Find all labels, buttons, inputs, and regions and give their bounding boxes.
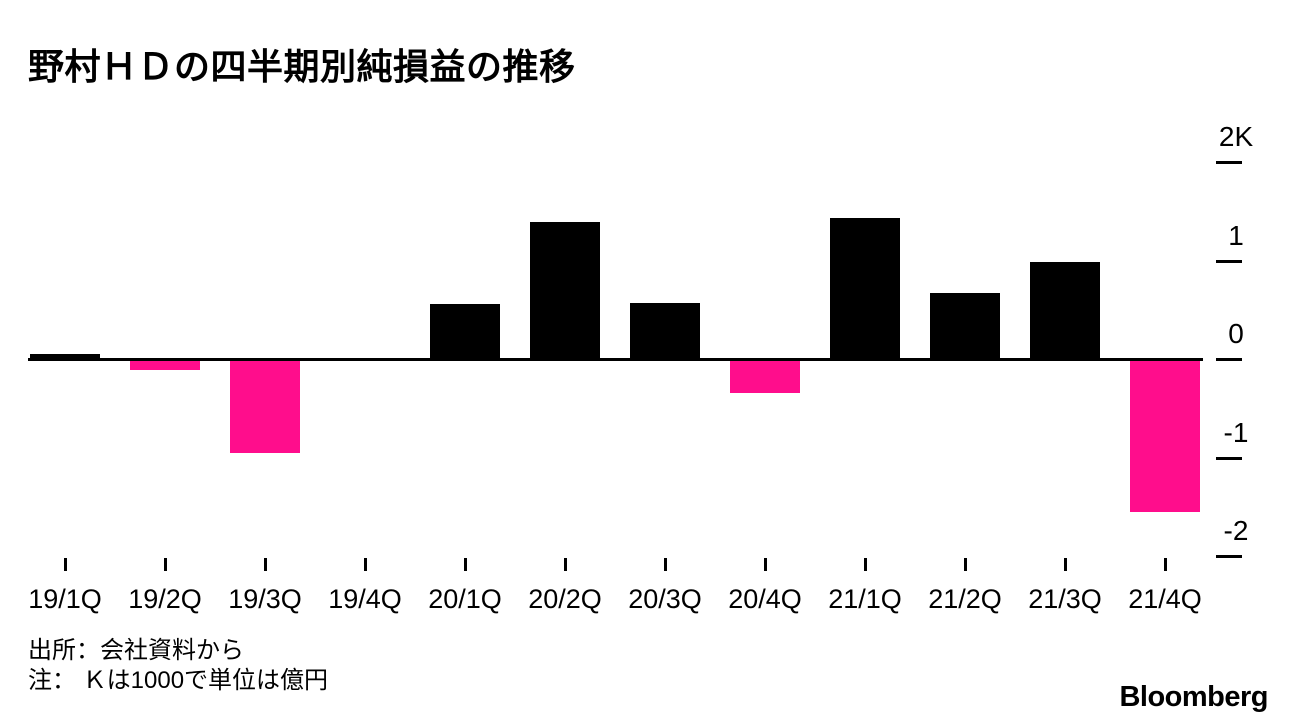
x-axis-label: 20/3Q — [628, 584, 702, 614]
x-axis-tick — [664, 558, 667, 571]
x-axis-tick — [1064, 558, 1067, 571]
x-axis-tick — [264, 558, 267, 571]
x-axis-label: 19/3Q — [228, 584, 302, 614]
x-axis-label: 21/3Q — [1028, 584, 1102, 614]
x-axis-tick — [164, 558, 167, 571]
bar-20-3q — [630, 303, 700, 359]
zero-axis-line — [28, 358, 1203, 361]
y-axis-tick — [1216, 161, 1242, 164]
x-axis-label: 21/2Q — [928, 584, 1002, 614]
bar-21-3q — [1030, 262, 1100, 359]
x-axis-label: 19/4Q — [328, 584, 402, 614]
x-axis-tick — [64, 558, 67, 571]
bar-21-2q — [930, 293, 1000, 359]
x-axis-label: 21/4Q — [1128, 584, 1202, 614]
x-axis-label: 21/1Q — [828, 584, 902, 614]
source-text: 出所：会社資料から — [28, 637, 244, 664]
bar-20-4q — [730, 359, 800, 393]
note-text: 注： Ｋは1000で単位は億円 — [28, 667, 329, 694]
y-axis-tick-label: 1 — [1228, 220, 1244, 251]
chart-title: 野村ＨＤの四半期別純損益の推移 — [28, 46, 576, 87]
x-axis-label: 19/2Q — [128, 584, 202, 614]
chart-footer: 出所：会社資料から 注： Ｋは1000で単位は億円 — [28, 636, 328, 696]
x-axis-tick — [964, 558, 967, 571]
x-axis-label: 20/2Q — [528, 584, 602, 614]
bar-21-4q — [1130, 359, 1200, 512]
y-axis-tick-label: 0 — [1228, 318, 1244, 349]
x-axis-label: 20/4Q — [728, 584, 802, 614]
bloomberg-logo: Bloomberg — [1119, 681, 1268, 713]
y-axis-tick — [1216, 457, 1242, 460]
bar-19-2q — [130, 359, 200, 370]
y-axis-tick-label: -2 — [1223, 515, 1249, 546]
bar-21-1q — [830, 218, 900, 359]
y-axis-tick — [1216, 555, 1242, 558]
x-axis-tick — [1164, 558, 1167, 571]
x-axis-tick — [364, 558, 367, 571]
y-axis-tick — [1216, 260, 1242, 263]
y-axis-tick — [1216, 358, 1242, 361]
x-axis-tick — [764, 558, 767, 571]
bar-20-1q — [430, 304, 500, 359]
x-axis-tick — [864, 558, 867, 571]
y-axis-tick-label: -1 — [1223, 417, 1249, 448]
x-axis-label: 20/1Q — [428, 584, 502, 614]
y-axis-tick-label: 2K — [1218, 121, 1254, 152]
x-axis-label: 19/1Q — [28, 584, 102, 614]
bar-20-2q — [530, 222, 600, 359]
bar-19-3q — [230, 359, 300, 453]
x-axis-tick — [564, 558, 567, 571]
bar-19-1q — [30, 354, 100, 359]
x-axis-tick — [464, 558, 467, 571]
